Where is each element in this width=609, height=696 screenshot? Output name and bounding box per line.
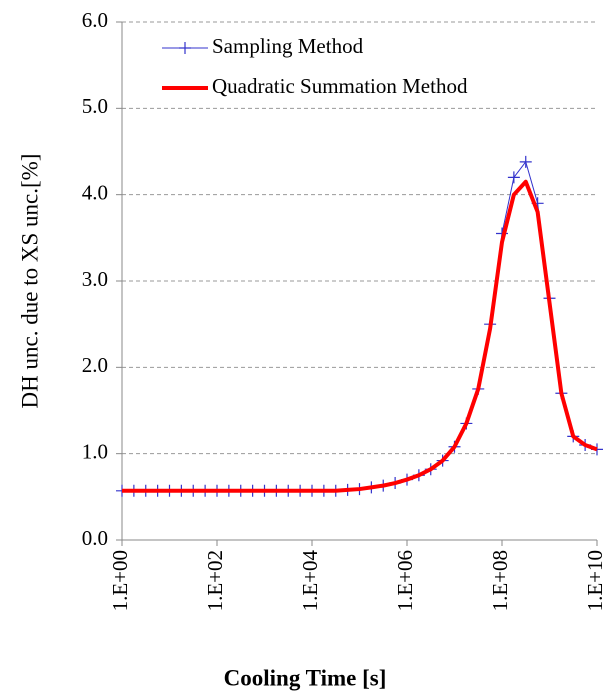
y-tick-label: 1.0 [82,439,108,463]
x-tick-label: 1.E+00 [108,550,132,611]
marker [507,171,520,184]
y-axis-label: DH unc. due to XS unc.[%] [17,154,42,409]
y-tick-label: 0.0 [82,526,108,550]
x-tick-label: 1.E+04 [298,550,322,612]
y-tick-label: 3.0 [82,267,108,291]
x-tick-label: 1.E+02 [203,550,227,611]
legend-marker [179,42,191,54]
x-axis-label: Cooling Time [s] [224,665,387,690]
x-tick-label: 1.E+10 [583,550,607,611]
legend-label: Quadratic Summation Method [212,74,468,98]
x-tick-label: 1.E+08 [488,550,512,611]
marker [519,155,532,168]
x-tick-label: 1.E+06 [393,550,417,611]
series-line [122,179,598,493]
legend-label: Sampling Method [212,34,364,58]
y-tick-label: 6.0 [82,8,108,32]
y-tick-label: 5.0 [82,94,108,118]
y-tick-label: 4.0 [82,180,108,204]
series-line [122,161,598,492]
y-tick-label: 2.0 [82,353,108,377]
